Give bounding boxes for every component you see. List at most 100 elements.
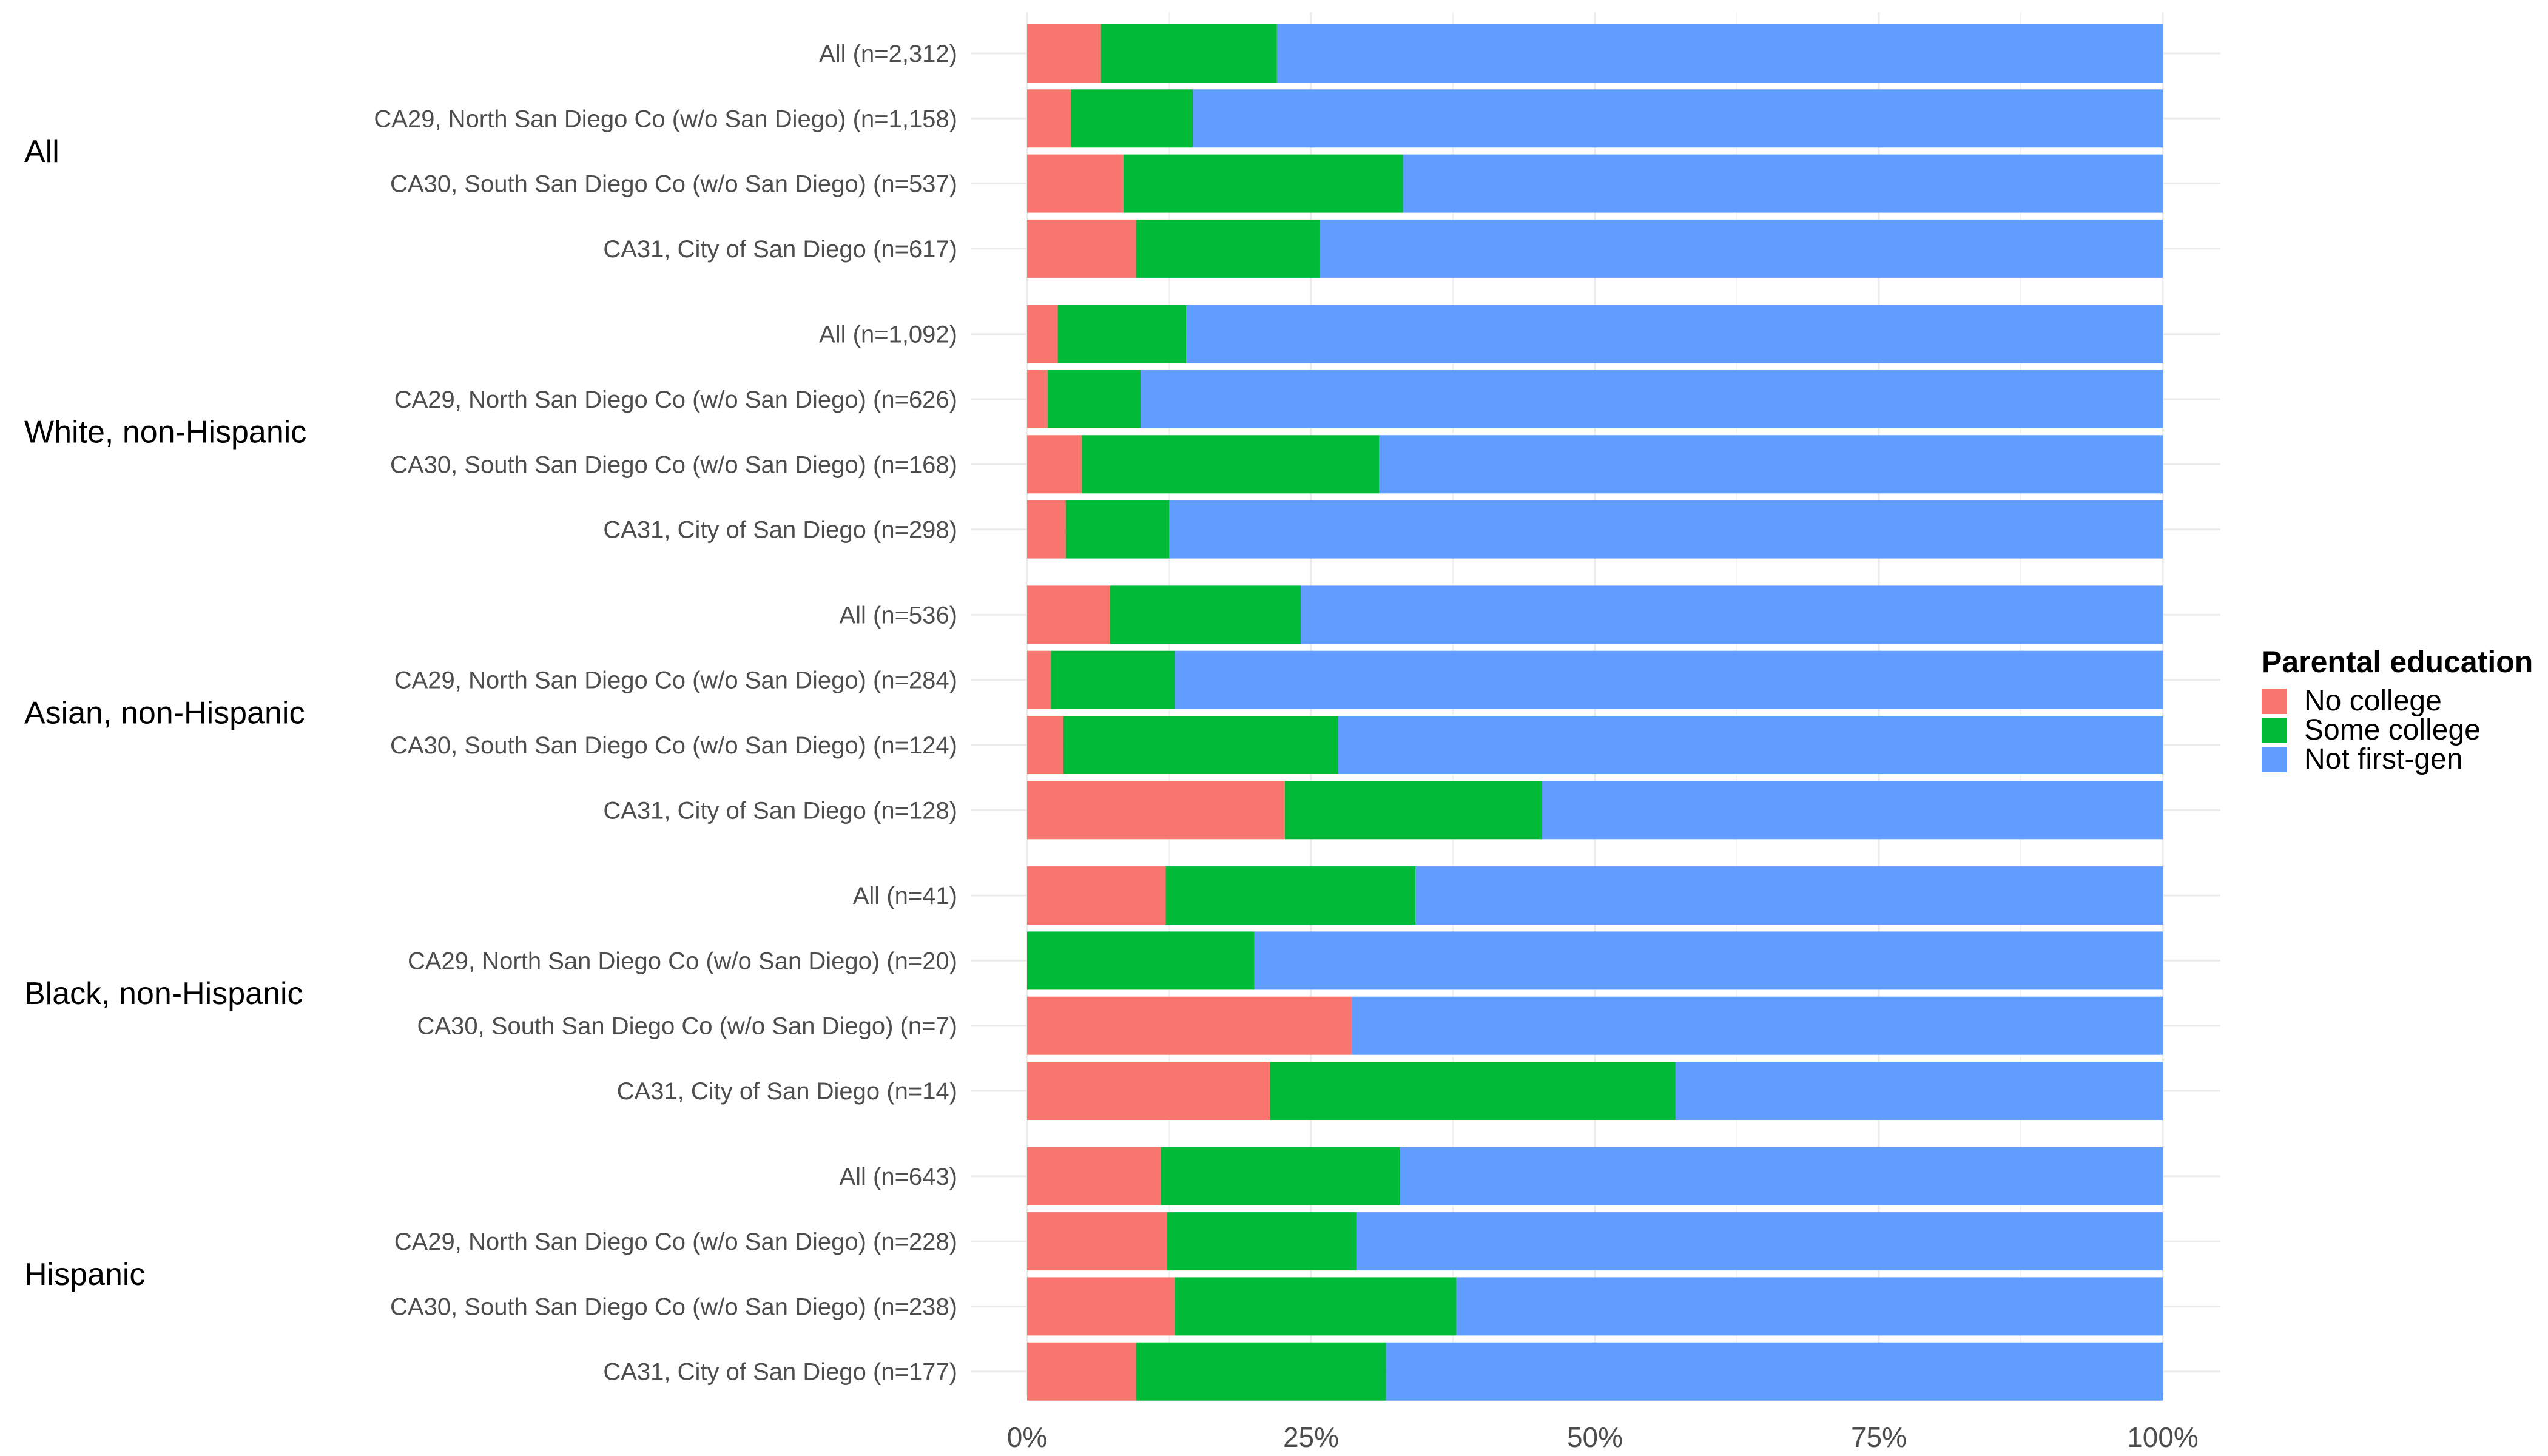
bar-segment-no-college xyxy=(1027,305,1058,363)
bar-segment-some-college xyxy=(1081,435,1380,494)
bar-segment-some-college xyxy=(1136,219,1320,278)
x-tick-label: 50% xyxy=(1567,1421,1623,1453)
bar-segment-not-first-gen xyxy=(1386,1342,2163,1401)
bar-segment-no-college xyxy=(1027,154,1124,213)
bar-segment-some-college xyxy=(1057,305,1187,363)
bar-segment-not-first-gen xyxy=(1675,1062,2163,1120)
bar-segment-no-college xyxy=(1027,716,1063,774)
bar-segment-not-first-gen xyxy=(1175,650,2163,709)
row-label: CA30, South San Diego Co (w/o San Diego)… xyxy=(390,451,957,478)
legend-swatch xyxy=(2262,718,2287,743)
bar-segment-some-college xyxy=(1071,89,1193,148)
bar-segment-not-first-gen xyxy=(1301,585,2163,644)
bar-segment-no-college xyxy=(1027,781,1285,840)
group-label: Hispanic xyxy=(24,1257,145,1292)
row-label: CA30, South San Diego Co (w/o San Diego)… xyxy=(390,732,957,759)
group-label: Black, non-Hispanic xyxy=(24,976,303,1011)
bar-segment-some-college xyxy=(1175,1277,1457,1336)
row-label: CA31, City of San Diego (n=617) xyxy=(603,236,957,263)
row-label: CA31, City of San Diego (n=14) xyxy=(617,1078,957,1105)
legend-label: Not first-gen xyxy=(2304,743,2462,775)
bar-segment-some-college xyxy=(1065,500,1169,559)
bar-segment-not-first-gen xyxy=(1400,1147,2163,1205)
legend-label: No college xyxy=(2304,685,2442,717)
bar-segment-no-college xyxy=(1027,1212,1167,1271)
bar-segment-some-college xyxy=(1110,585,1301,644)
bar-segment-no-college xyxy=(1027,219,1136,278)
bar-segment-not-first-gen xyxy=(1193,89,2163,148)
x-tick-label: 0% xyxy=(1007,1421,1047,1453)
bar-segment-no-college xyxy=(1027,650,1051,709)
bar-segment-some-college xyxy=(1027,931,1255,990)
row-label: CA29, North San Diego Co (w/o San Diego)… xyxy=(394,667,957,694)
x-tick-label: 25% xyxy=(1283,1421,1339,1453)
group-label: All xyxy=(24,134,59,169)
legend-label: Some college xyxy=(2304,714,2481,746)
bar-segment-some-college xyxy=(1165,866,1416,925)
bar-segment-not-first-gen xyxy=(1352,996,2163,1055)
bar-segment-no-college xyxy=(1027,996,1352,1055)
row-label: All (n=643) xyxy=(839,1164,957,1190)
row-label: CA30, South San Diego Co (w/o San Diego)… xyxy=(390,1293,957,1320)
bar-segment-no-college xyxy=(1027,1277,1175,1336)
bar-segment-no-college xyxy=(1027,866,1166,925)
bar-segment-some-college xyxy=(1051,650,1175,709)
bar-segment-no-college xyxy=(1027,1147,1161,1205)
bar-segment-no-college xyxy=(1027,370,1048,428)
bar-segment-some-college xyxy=(1047,370,1141,428)
row-label: All (n=1,092) xyxy=(819,322,957,348)
bar-segment-some-college xyxy=(1063,716,1338,774)
bar-segment-some-college xyxy=(1270,1062,1676,1120)
row-label: CA30, South San Diego Co (w/o San Diego)… xyxy=(390,171,957,198)
row-labels: All (n=2,312) CA29, North San Diego Co (w… xyxy=(374,41,957,1386)
bar-segment-some-college xyxy=(1284,781,1542,840)
bar-segment-not-first-gen xyxy=(1403,154,2163,213)
bar-segment-no-college xyxy=(1027,89,1072,148)
row-label: CA29, North San Diego Co (w/o San Diego)… xyxy=(394,1228,957,1255)
row-label: CA31, City of San Diego (n=298) xyxy=(603,517,957,544)
bar-segment-not-first-gen xyxy=(1141,370,2163,428)
bar-segment-not-first-gen xyxy=(1186,305,2163,363)
x-tick-label: 100% xyxy=(2127,1421,2199,1453)
bar-segment-no-college xyxy=(1027,24,1101,83)
x-tick-label: 75% xyxy=(1851,1421,1907,1453)
row-label: CA30, South San Diego Co (w/o San Diego)… xyxy=(417,1013,958,1040)
bar-segment-not-first-gen xyxy=(1254,931,2163,990)
row-label: CA29, North San Diego Co (w/o San Diego)… xyxy=(374,106,957,132)
bar-segment-not-first-gen xyxy=(1379,435,2163,494)
bar-segment-some-college xyxy=(1100,24,1277,83)
bar-segment-not-first-gen xyxy=(1356,1212,2163,1271)
bars xyxy=(1027,24,2163,1401)
group-label: Asian, non-Hispanic xyxy=(24,695,305,730)
legend-swatch xyxy=(2262,747,2287,772)
row-label: All (n=536) xyxy=(839,602,957,629)
bar-segment-no-college xyxy=(1027,435,1082,494)
group-labels: All White, non-Hispanic Asian, non-Hispani… xyxy=(24,134,306,1292)
bar-segment-no-college xyxy=(1027,585,1110,644)
bar-segment-some-college xyxy=(1161,1147,1400,1205)
row-label: CA31, City of San Diego (n=177) xyxy=(603,1359,957,1386)
bar-segment-no-college xyxy=(1027,1342,1136,1401)
bar-segment-not-first-gen xyxy=(1320,219,2163,278)
bar-segment-some-college xyxy=(1124,154,1403,213)
legend-title: Parental education xyxy=(2262,645,2533,679)
bar-segment-not-first-gen xyxy=(1338,716,2163,774)
bar-segment-some-college xyxy=(1136,1342,1386,1401)
bar-segment-some-college xyxy=(1167,1212,1357,1271)
row-label: CA29, North San Diego Co (w/o San Diego)… xyxy=(394,386,957,413)
group-label: White, non-Hispanic xyxy=(24,415,306,450)
bar-segment-not-first-gen xyxy=(1276,24,2163,83)
bar-segment-not-first-gen xyxy=(1542,781,2163,840)
legend-swatch xyxy=(2262,689,2287,714)
row-label: CA31, City of San Diego (n=128) xyxy=(603,797,957,824)
bar-segment-not-first-gen xyxy=(1415,866,2163,925)
bar-segment-not-first-gen xyxy=(1169,500,2163,559)
bar-segment-not-first-gen xyxy=(1456,1277,2163,1336)
bar-segment-no-college xyxy=(1027,500,1066,559)
row-label: All (n=41) xyxy=(853,883,957,909)
row-label: CA29, North San Diego Co (w/o San Diego)… xyxy=(408,948,957,974)
bar-segment-no-college xyxy=(1027,1062,1270,1120)
row-label: All (n=2,312) xyxy=(819,41,957,67)
